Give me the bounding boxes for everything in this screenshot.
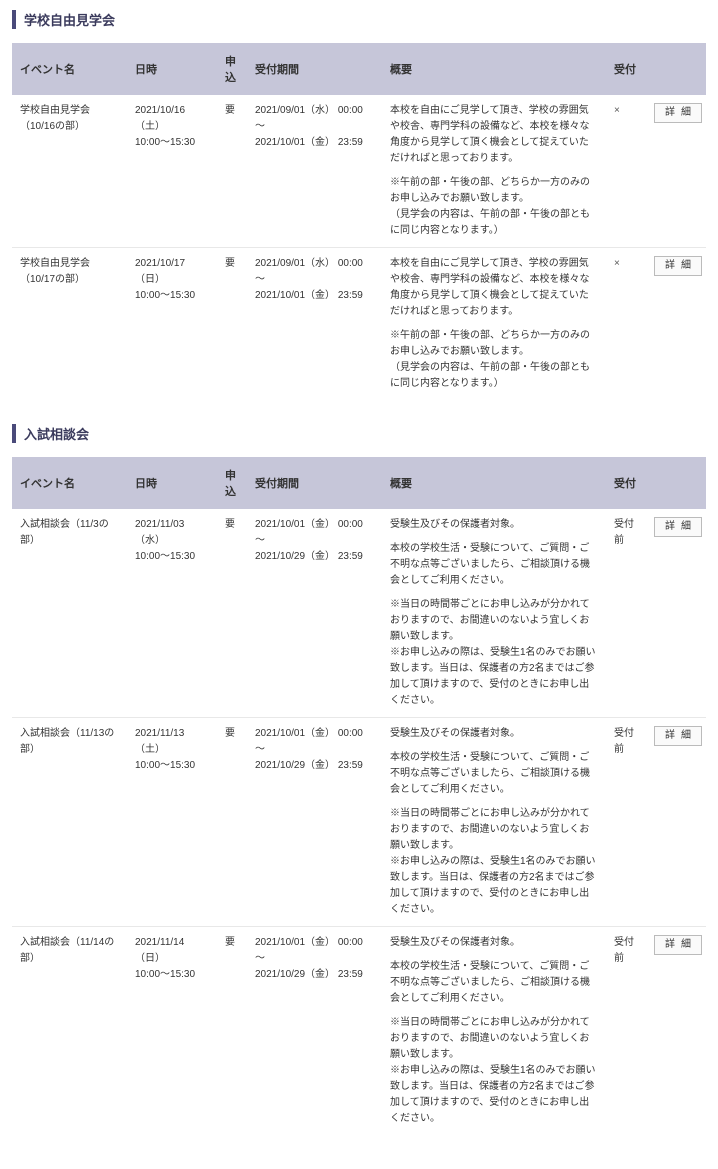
summary-paragraph: ※当日の時間帯ごとにお申し込みが分かれておりますので、お間違いのないよう宜しくお… xyxy=(390,597,598,709)
event-summary: 受験生及びその保護者対象。本校の学校生活・受験について、ご質問・ご不明な点等ござ… xyxy=(382,927,606,1136)
event-name: 学校自由見学会（10/17の部） xyxy=(12,248,127,401)
summary-paragraph: ※当日の時間帯ごとにお申し込みが分かれておりますので、お間違いのないよう宜しくお… xyxy=(390,1015,598,1127)
table-row: 入試相談会（11/14の部）2021/11/14（日） 10:00～15:30要… xyxy=(12,927,706,1136)
event-name: 入試相談会（11/13の部） xyxy=(12,718,127,927)
column-header: 概要 xyxy=(382,43,606,95)
event-datetime: 2021/11/14（日） 10:00～15:30 xyxy=(127,927,217,1136)
detail-button[interactable]: 詳細 xyxy=(654,935,702,955)
column-header: 受付 xyxy=(606,43,646,95)
reception-period: 2021/09/01（水） 00:00 ～ 2021/10/01（金） 23:5… xyxy=(247,248,382,401)
table-row: 入試相談会（11/13の部）2021/11/13（土） 10:00～15:30要… xyxy=(12,718,706,927)
action-cell: 詳細 xyxy=(646,718,706,927)
event-datetime: 2021/11/03（水） 10:00～15:30 xyxy=(127,509,217,718)
event-section: 入試相談会イベント名日時申込受付期間概要受付入試相談会（11/3の部）2021/… xyxy=(12,424,706,1135)
column-header xyxy=(646,457,706,509)
summary-paragraph: 本校の学校生活・受験について、ご質問・ご不明な点等ございましたら、ご相談頂ける機… xyxy=(390,541,598,589)
event-section: 学校自由見学会イベント名日時申込受付期間概要受付学校自由見学会（10/16の部）… xyxy=(12,10,706,400)
reception-period: 2021/10/01（金） 00:00 ～ 2021/10/29（金） 23:5… xyxy=(247,718,382,927)
event-name: 学校自由見学会（10/16の部） xyxy=(12,95,127,248)
summary-paragraph: 受験生及びその保護者対象。 xyxy=(390,517,598,533)
event-summary: 受験生及びその保護者対象。本校の学校生活・受験について、ご質問・ご不明な点等ござ… xyxy=(382,509,606,718)
reception-status: 受付前 xyxy=(606,927,646,1136)
event-datetime: 2021/10/17（日） 10:00～15:30 xyxy=(127,248,217,401)
column-header: 日時 xyxy=(127,43,217,95)
application-required: 要 xyxy=(217,95,247,248)
detail-button[interactable]: 詳細 xyxy=(654,256,702,276)
reception-period: 2021/09/01（水） 00:00 ～ 2021/10/01（金） 23:5… xyxy=(247,95,382,248)
action-cell: 詳細 xyxy=(646,509,706,718)
summary-paragraph: 受験生及びその保護者対象。 xyxy=(390,935,598,951)
events-table: イベント名日時申込受付期間概要受付入試相談会（11/3の部）2021/11/03… xyxy=(12,457,706,1135)
event-summary: 受験生及びその保護者対象。本校の学校生活・受験について、ご質問・ご不明な点等ござ… xyxy=(382,718,606,927)
section-title: 入試相談会 xyxy=(12,424,706,443)
column-header: イベント名 xyxy=(12,43,127,95)
application-required: 要 xyxy=(217,718,247,927)
column-header: 受付 xyxy=(606,457,646,509)
column-header: 受付期間 xyxy=(247,457,382,509)
column-header: 概要 xyxy=(382,457,606,509)
summary-paragraph: 本校の学校生活・受験について、ご質問・ご不明な点等ございましたら、ご相談頂ける機… xyxy=(390,959,598,1007)
detail-button[interactable]: 詳細 xyxy=(654,517,702,537)
summary-paragraph: 本校の学校生活・受験について、ご質問・ご不明な点等ございましたら、ご相談頂ける機… xyxy=(390,750,598,798)
summary-paragraph: ※午前の部・午後の部、どちらか一方のみのお申し込みでお願い致します。 （見学会の… xyxy=(390,328,598,392)
reception-period: 2021/10/01（金） 00:00 ～ 2021/10/29（金） 23:5… xyxy=(247,927,382,1136)
reception-status: × xyxy=(606,248,646,401)
reception-status: 受付前 xyxy=(606,718,646,927)
summary-paragraph: 本校を自由にご見学して頂き、学校の雰囲気や校舎、専門学科の設備など、本校を様々な… xyxy=(390,256,598,320)
summary-paragraph: 本校を自由にご見学して頂き、学校の雰囲気や校舎、専門学科の設備など、本校を様々な… xyxy=(390,103,598,167)
application-required: 要 xyxy=(217,248,247,401)
event-datetime: 2021/11/13（土） 10:00～15:30 xyxy=(127,718,217,927)
reception-status: 受付前 xyxy=(606,509,646,718)
table-row: 学校自由見学会（10/16の部）2021/10/16（土） 10:00～15:3… xyxy=(12,95,706,248)
reception-period: 2021/10/01（金） 00:00 ～ 2021/10/29（金） 23:5… xyxy=(247,509,382,718)
event-summary: 本校を自由にご見学して頂き、学校の雰囲気や校舎、専門学科の設備など、本校を様々な… xyxy=(382,248,606,401)
application-required: 要 xyxy=(217,509,247,718)
action-cell: 詳細 xyxy=(646,927,706,1136)
summary-paragraph: ※当日の時間帯ごとにお申し込みが分かれておりますので、お間違いのないよう宜しくお… xyxy=(390,806,598,918)
reception-status: × xyxy=(606,95,646,248)
table-row: 入試相談会（11/3の部）2021/11/03（水） 10:00～15:30要2… xyxy=(12,509,706,718)
column-header xyxy=(646,43,706,95)
column-header: 申込 xyxy=(217,43,247,95)
detail-button[interactable]: 詳細 xyxy=(654,103,702,123)
summary-paragraph: ※午前の部・午後の部、どちらか一方のみのお申し込みでお願い致します。 （見学会の… xyxy=(390,175,598,239)
summary-paragraph: 受験生及びその保護者対象。 xyxy=(390,726,598,742)
events-table: イベント名日時申込受付期間概要受付学校自由見学会（10/16の部）2021/10… xyxy=(12,43,706,400)
event-name: 入試相談会（11/3の部） xyxy=(12,509,127,718)
event-summary: 本校を自由にご見学して頂き、学校の雰囲気や校舎、専門学科の設備など、本校を様々な… xyxy=(382,95,606,248)
application-required: 要 xyxy=(217,927,247,1136)
column-header: イベント名 xyxy=(12,457,127,509)
column-header: 申込 xyxy=(217,457,247,509)
column-header: 日時 xyxy=(127,457,217,509)
action-cell: 詳細 xyxy=(646,248,706,401)
action-cell: 詳細 xyxy=(646,95,706,248)
section-title: 学校自由見学会 xyxy=(12,10,706,29)
column-header: 受付期間 xyxy=(247,43,382,95)
event-name: 入試相談会（11/14の部） xyxy=(12,927,127,1136)
event-datetime: 2021/10/16（土） 10:00～15:30 xyxy=(127,95,217,248)
detail-button[interactable]: 詳細 xyxy=(654,726,702,746)
table-row: 学校自由見学会（10/17の部）2021/10/17（日） 10:00～15:3… xyxy=(12,248,706,401)
